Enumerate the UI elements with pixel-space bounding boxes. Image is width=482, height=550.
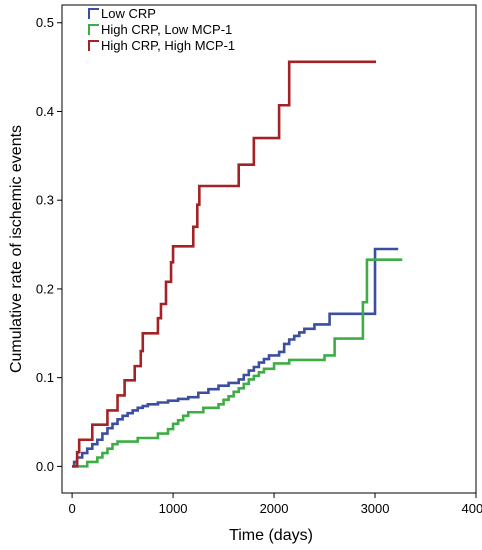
legend-label: High CRP, Low MCP-1 bbox=[101, 22, 232, 37]
legend-swatch bbox=[88, 24, 99, 35]
y-tick-label: 0.4 bbox=[36, 104, 54, 119]
y-tick-label: 0.5 bbox=[36, 15, 54, 30]
x-axis-label: Time (days) bbox=[229, 527, 313, 544]
legend-swatch bbox=[88, 40, 99, 51]
series-line-2 bbox=[72, 258, 403, 468]
plot-frame bbox=[61, 4, 477, 494]
x-tick-label: 2000 bbox=[260, 501, 289, 516]
series-layer bbox=[72, 60, 403, 468]
y-tick-label: 0.1 bbox=[36, 370, 54, 385]
y-tick-label: 0.3 bbox=[36, 193, 54, 208]
x-tick-label: 0 bbox=[68, 501, 75, 516]
plot-area bbox=[61, 4, 477, 494]
legend-swatch bbox=[88, 8, 99, 19]
y-tick-label: 0.0 bbox=[36, 459, 54, 474]
legend-label: High CRP, High MCP-1 bbox=[101, 38, 235, 53]
x-tick-label: 1000 bbox=[159, 501, 188, 516]
y-axis-label: Cumulative rate of ischemic events bbox=[8, 125, 25, 373]
series-line-3 bbox=[72, 60, 377, 468]
legend-label: Low CRP bbox=[101, 6, 156, 21]
series-line-1 bbox=[72, 247, 399, 468]
x-tick-label: 3000 bbox=[361, 501, 390, 516]
y-tick-label: 0.2 bbox=[36, 281, 54, 296]
